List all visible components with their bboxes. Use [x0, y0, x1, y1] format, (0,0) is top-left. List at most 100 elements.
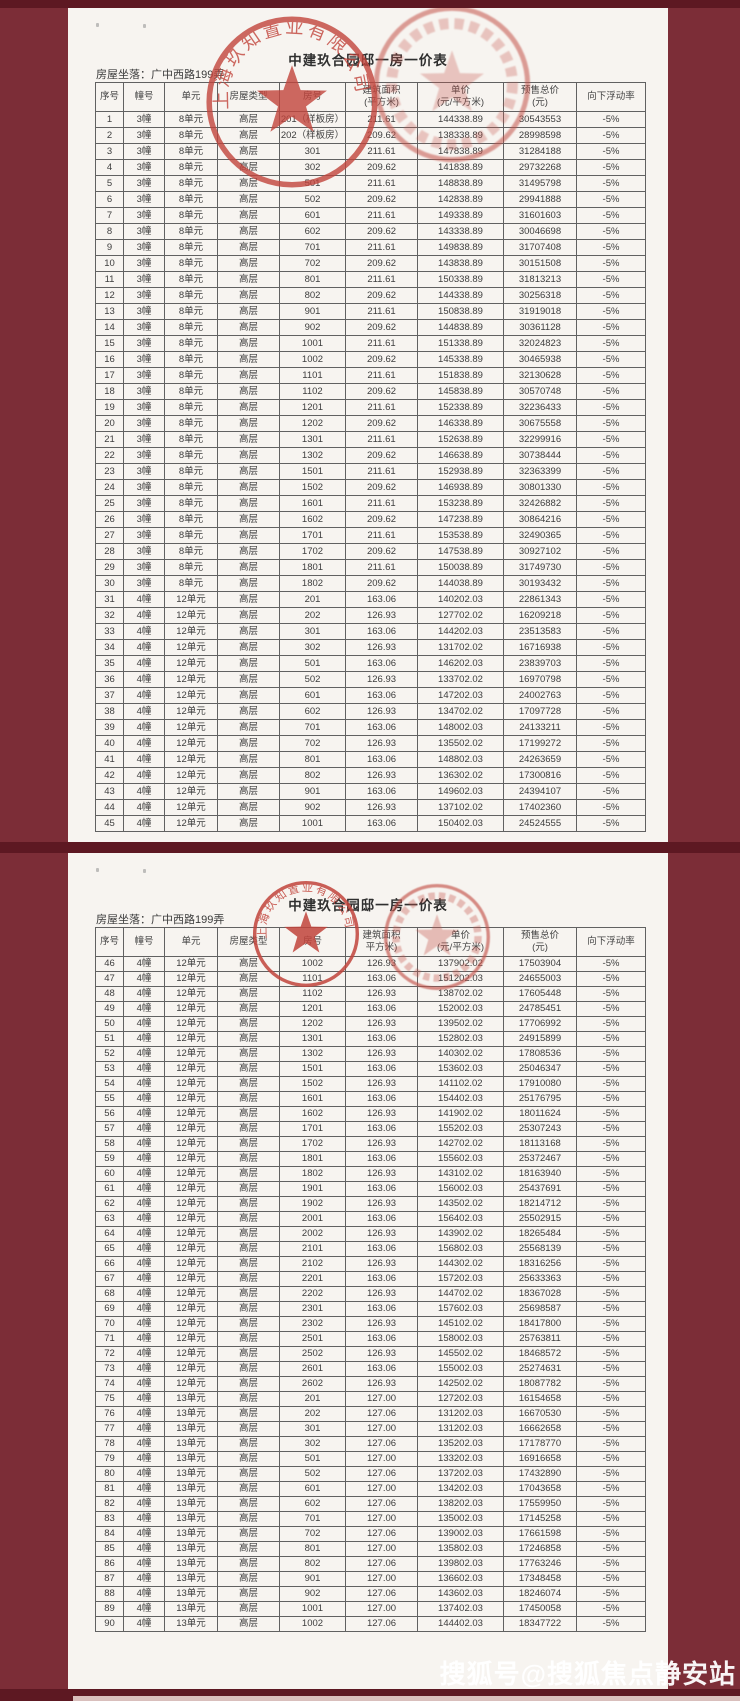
table-cell: 153602.03	[417, 1060, 504, 1077]
table-cell: -5%	[576, 318, 646, 336]
table-cell: 3幢	[123, 222, 165, 240]
table-cell: -5%	[576, 1330, 646, 1347]
table-row: 51 4幢 12单元 高层 1301 163.06 152802.03 24915899 -5%	[95, 1030, 646, 1047]
table-cell: 高层	[217, 1345, 280, 1362]
table-cell: 高层	[217, 270, 280, 288]
table-cell: 3幢	[123, 238, 165, 256]
table-cell: 30675558	[503, 414, 577, 432]
table-cell: 高层	[217, 1015, 280, 1032]
table-cell: 30	[95, 574, 124, 592]
table-cell: 12单元	[164, 1180, 218, 1197]
table-row: 50 4幢 12单元 高层 1202 126.93 139502.02 17706992 -5%	[95, 1015, 646, 1032]
table-cell: 211.61	[345, 238, 418, 256]
table-cell: 135202.03	[417, 1435, 504, 1452]
table-cell: 209.62	[345, 542, 418, 560]
table-cell: 133202.03	[417, 1450, 504, 1467]
table-cell: 44	[95, 798, 124, 816]
table-row: 3 3幢 8单元 高层 301 211.61 147838.89 31284188 -5%	[95, 142, 646, 160]
table-cell: 高层	[217, 254, 280, 272]
table-cell: -5%	[576, 638, 646, 656]
table-cell: 131202.03	[417, 1420, 504, 1437]
table-cell: 18	[95, 382, 124, 400]
table-cell: 156002.03	[417, 1180, 504, 1197]
table-cell: 24915899	[503, 1030, 577, 1047]
table-cell: 147838.89	[417, 142, 504, 160]
table-cell: 高层	[217, 1360, 280, 1377]
table-cell: 126.93	[345, 1195, 418, 1212]
table-cell: 25	[95, 494, 124, 512]
table-cell: 13单元	[164, 1540, 218, 1557]
table-cell: 63	[95, 1210, 124, 1227]
table-cell: 30256318	[503, 286, 577, 304]
table-row: 16 3幢 8单元 高层 1002 209.62 145338.89 30465938 -5%	[95, 350, 646, 368]
table-cell: 150338.89	[417, 270, 504, 288]
table-cell: 3幢	[123, 206, 165, 224]
table-cell: 150402.03	[417, 814, 504, 832]
table-cell: 145102.02	[417, 1315, 504, 1332]
table-cell: 502	[279, 190, 346, 208]
table-cell: 8单元	[164, 414, 218, 432]
table-cell: 17300816	[503, 766, 577, 784]
table-cell: 209.62	[345, 126, 418, 144]
table-cell: 29732268	[503, 158, 577, 176]
table-cell: 1201	[279, 1000, 346, 1017]
table-cell: 高层	[217, 1375, 280, 1392]
table-cell: 1702	[279, 542, 346, 560]
table-cell: 146938.89	[417, 478, 504, 496]
table-cell: 143502.02	[417, 1195, 504, 1212]
table-cell: 502	[279, 670, 346, 688]
table-cell: -5%	[576, 1030, 646, 1047]
table-cell: 152938.89	[417, 462, 504, 480]
table-cell: 30465938	[503, 350, 577, 368]
table-cell: 4幢	[123, 1450, 165, 1467]
table-cell: 163.06	[345, 750, 418, 768]
table-cell: 13单元	[164, 1510, 218, 1527]
table-cell: 8单元	[164, 558, 218, 576]
table-cell: 39	[95, 718, 124, 736]
table-cell: 17199272	[503, 734, 577, 752]
table-cell: 高层	[217, 1120, 280, 1137]
table-cell: -5%	[576, 702, 646, 720]
table-cell: 8单元	[164, 270, 218, 288]
table-cell: 51	[95, 1030, 124, 1047]
column-header: 建筑面积 平方米)	[345, 927, 418, 957]
table-cell: 17	[95, 366, 124, 384]
table-cell: 12单元	[164, 1105, 218, 1122]
table-cell: 143838.89	[417, 254, 504, 272]
table-cell: -5%	[576, 1060, 646, 1077]
table-cell: 4幢	[123, 1195, 165, 1212]
table-cell: 163.06	[345, 782, 418, 800]
table-cell: 高层	[217, 334, 280, 352]
table-cell: -5%	[576, 430, 646, 448]
table-cell: 4幢	[123, 718, 165, 736]
table-row: 75 4幢 13单元 高层 201 127.00 127202.03 16154658 -5%	[95, 1390, 646, 1407]
table-cell: 4幢	[123, 1465, 165, 1482]
table-cell: 6	[95, 190, 124, 208]
table-cell: 85	[95, 1540, 124, 1557]
table-cell: 1302	[279, 1045, 346, 1062]
table-cell: 18316256	[503, 1255, 577, 1272]
table-cell: 3幢	[123, 446, 165, 464]
table-row: 83 4幢 13单元 高层 701 127.00 135002.03 17145258 -5%	[95, 1510, 646, 1527]
table-cell: 25176795	[503, 1090, 577, 1107]
table-row: 73 4幢 12单元 高层 2601 163.06 155002.03 25274631 -5%	[95, 1360, 646, 1377]
table-cell: -5%	[576, 190, 646, 208]
table-cell: 高层	[217, 190, 280, 208]
table-cell: 1102	[279, 382, 346, 400]
table-cell: 2501	[279, 1330, 346, 1347]
table-cell: 32426882	[503, 494, 577, 512]
table-cell: 43	[95, 782, 124, 800]
table-cell: -5%	[576, 1000, 646, 1017]
table-cell: 2002	[279, 1225, 346, 1242]
table-header: 序号 幢号 单元 房屋类型 房号 建筑面积 (平方米) 单价 (元/平方米) 预售总价 (元)…	[95, 82, 646, 112]
table-cell: 17348458	[503, 1570, 577, 1587]
table-cell: -5%	[576, 782, 646, 800]
table-cell: 高层	[217, 1165, 280, 1182]
table-cell: 高层	[217, 1180, 280, 1197]
table-cell: 24133211	[503, 718, 577, 736]
table-cell: 12单元	[164, 985, 218, 1002]
table-cell: 高层	[217, 1255, 280, 1272]
table-cell: 144838.89	[417, 318, 504, 336]
table-cell: 高层	[217, 1540, 280, 1557]
table-cell: 201	[279, 590, 346, 608]
